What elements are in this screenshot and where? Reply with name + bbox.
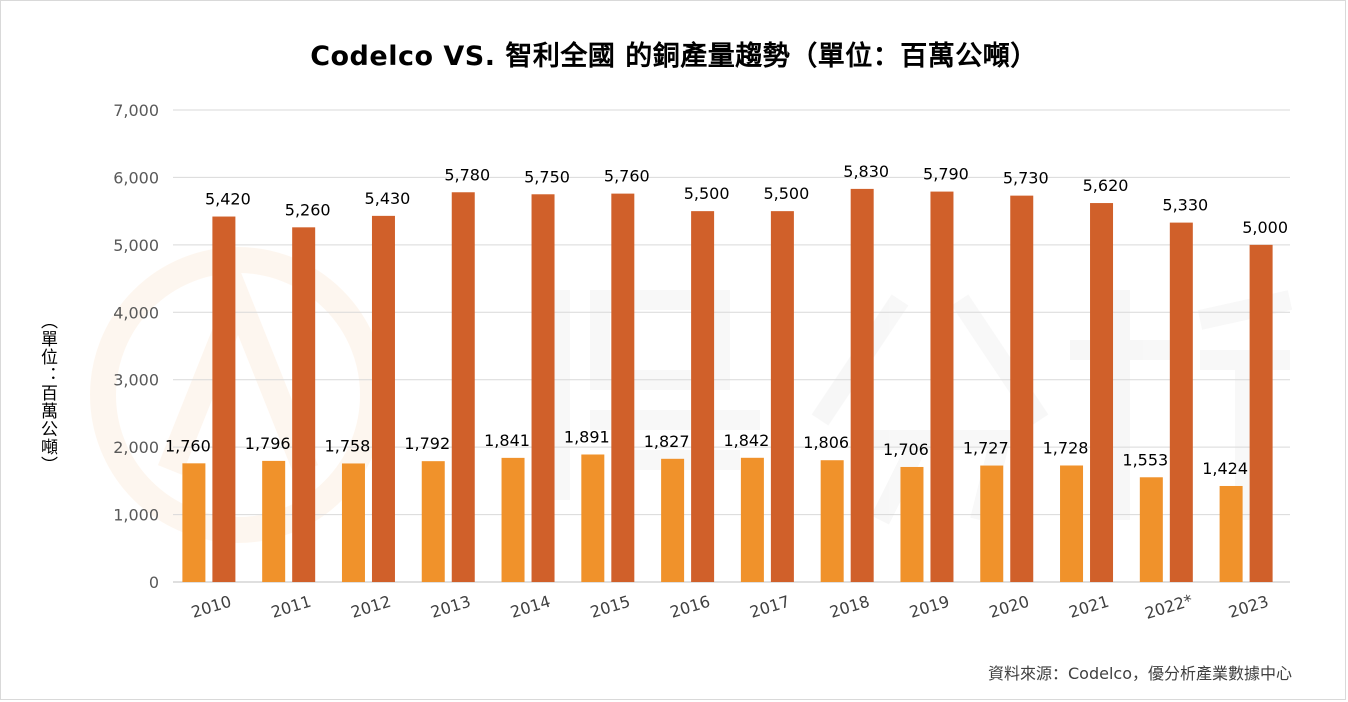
y-tick-label: 2,000 — [113, 438, 159, 457]
y-tick-label: 7,000 — [113, 101, 159, 120]
y-tick-label: 4,000 — [113, 303, 159, 322]
data-label: 1,758 — [325, 436, 371, 455]
bar-series-1 — [1139, 477, 1163, 582]
data-label: 1,760 — [165, 436, 211, 455]
x-tick-label: 2021 — [1067, 592, 1111, 622]
y-tick-label: 3,000 — [113, 371, 159, 390]
data-label: 1,728 — [1043, 438, 1089, 457]
data-label: 5,000 — [1242, 218, 1288, 237]
bar-series-2 — [770, 211, 794, 582]
x-tick-label: 2019 — [907, 592, 951, 622]
data-label: 5,330 — [1162, 196, 1208, 215]
bar-series-2 — [930, 191, 954, 583]
data-label: 5,620 — [1083, 176, 1129, 195]
bar-series-1 — [501, 457, 525, 582]
data-label: 1,842 — [723, 431, 769, 450]
y-tick-label: 1,000 — [113, 506, 159, 525]
data-label: 5,790 — [923, 165, 969, 184]
x-tick-label: 2011 — [269, 592, 313, 622]
bar-series-2 — [1169, 222, 1193, 582]
x-tick-label: 2020 — [987, 592, 1031, 622]
data-label: 1,727 — [963, 439, 1009, 458]
x-tick-label: 2022* — [1143, 591, 1195, 623]
data-label: 5,430 — [365, 189, 411, 208]
bar-series-1 — [980, 465, 1004, 582]
bar-series-1 — [581, 454, 605, 582]
bar-series-1 — [900, 466, 924, 582]
x-tick-label: 2016 — [668, 592, 712, 622]
data-label: 5,780 — [444, 165, 490, 184]
bar-series-2 — [1249, 244, 1273, 582]
data-label: 1,424 — [1202, 459, 1248, 478]
data-label: 5,260 — [285, 200, 331, 219]
data-label: 1,891 — [564, 427, 610, 446]
data-label: 5,420 — [205, 190, 251, 209]
bar-series-2 — [850, 188, 874, 583]
bar-series-2 — [292, 227, 316, 582]
chart-title: Codelco VS. 智利全國 的銅產量趨勢（單位：百萬公噸） — [310, 41, 1038, 72]
bar-series-1 — [661, 458, 685, 582]
data-label: 5,830 — [843, 162, 889, 181]
data-label: 1,841 — [484, 431, 530, 450]
bar-series-2 — [1010, 195, 1034, 583]
bar-series-1 — [820, 460, 844, 582]
bar-series-1 — [421, 461, 445, 582]
x-tick-label: 2010 — [189, 592, 233, 622]
bar-series-1 — [182, 463, 206, 582]
data-label: 1,827 — [644, 432, 690, 451]
bar-series-2 — [611, 193, 635, 582]
data-label: 1,792 — [404, 434, 450, 453]
bar-series-2 — [212, 216, 236, 582]
data-label: 1,706 — [883, 440, 929, 459]
bar-series-2 — [371, 215, 395, 582]
bar-series-1 — [1219, 485, 1243, 582]
bar-series-1 — [1060, 465, 1084, 582]
bar-series-1 — [262, 460, 286, 582]
bar-series-2 — [1090, 203, 1114, 582]
y-tick-label: 0 — [149, 573, 159, 592]
x-tick-label: 2014 — [508, 592, 552, 622]
x-tick-label: 2013 — [428, 592, 472, 622]
data-label: 1,806 — [803, 433, 849, 452]
x-tick-label: 2012 — [349, 592, 393, 622]
data-label: 1,553 — [1122, 450, 1168, 469]
bar-series-1 — [740, 457, 764, 582]
y-axis-label: （單位：百萬公噸） — [37, 312, 57, 474]
bar-series-2 — [451, 192, 475, 582]
bar-series-2 — [691, 211, 715, 582]
x-tick-label: 2018 — [827, 592, 871, 622]
data-label: 5,760 — [604, 167, 650, 186]
bar-series-2 — [531, 194, 555, 583]
x-tick-label: 2015 — [588, 592, 632, 622]
data-label: 5,500 — [763, 184, 809, 203]
y-tick-label: 6,000 — [113, 168, 159, 187]
x-tick-label: 2017 — [748, 592, 792, 622]
data-label: 5,500 — [684, 184, 730, 203]
source-note: 資料來源：Codelco，優分析產業數據中心 — [988, 664, 1292, 683]
data-label: 5,730 — [1003, 169, 1049, 188]
data-label: 1,796 — [245, 434, 291, 453]
y-tick-label: 5,000 — [113, 236, 159, 255]
x-tick-label: 2023 — [1226, 592, 1270, 622]
bar-series-1 — [341, 463, 365, 582]
data-label: 5,750 — [524, 167, 570, 186]
